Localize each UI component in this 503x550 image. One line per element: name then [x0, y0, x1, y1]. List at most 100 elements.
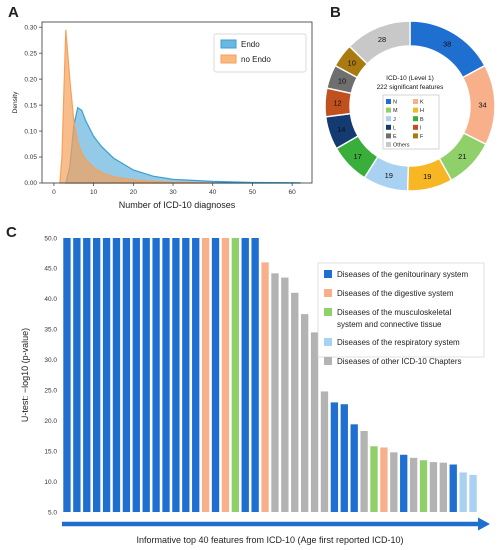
donut-subtitle: 222 significant features	[377, 84, 445, 91]
x-tick-label: 0	[52, 189, 56, 196]
bar	[469, 474, 477, 512]
legend-label: no Endo	[241, 55, 271, 64]
donut-legend-swatch	[386, 116, 391, 122]
y-tick-label: 15.0	[44, 448, 57, 455]
donut-legend-label: F	[420, 134, 424, 140]
bar	[330, 402, 339, 512]
y-tick-label: 5.0	[48, 509, 57, 516]
bar	[429, 462, 438, 512]
bar	[172, 238, 180, 512]
donut-legend-swatch	[386, 107, 391, 113]
y-tick-label: 0.00	[24, 180, 37, 187]
legend-label-c: Diseases of the musculoskeletal	[337, 308, 452, 317]
bar	[261, 262, 269, 512]
bar	[301, 314, 309, 512]
legend-swatch-c	[324, 289, 332, 297]
bar	[83, 238, 91, 512]
legend-swatch-c	[324, 338, 332, 346]
bar	[182, 238, 190, 512]
bar	[449, 464, 457, 512]
y-tick-label: 0.20	[24, 76, 37, 83]
donut-legend-label: I	[420, 125, 422, 131]
bar	[132, 238, 140, 512]
donut-legend-label: Others	[393, 143, 410, 149]
x-tick-label: 50	[249, 189, 257, 196]
bar	[112, 238, 121, 512]
donut-value-label: 19	[385, 171, 393, 180]
y-tick-label: 30.0	[44, 357, 57, 364]
legend-label-c: Diseases of the digestive system	[337, 289, 454, 298]
bar	[419, 460, 428, 512]
bar	[439, 462, 447, 512]
legend-swatch	[220, 39, 237, 49]
legend-label-c: system and connective tissue	[337, 320, 442, 329]
density-area-endo	[65, 106, 301, 184]
donut-value-label: 14	[337, 125, 345, 134]
bar	[162, 238, 170, 512]
donut-value-label: 17	[353, 152, 361, 161]
donut-legend-swatch	[386, 99, 391, 104]
donut-slice-j	[363, 155, 410, 192]
bar	[241, 238, 249, 512]
y-axis-label-c: U-test: −log10 (p-value)	[20, 328, 30, 422]
donut-legend-swatch	[413, 99, 418, 104]
legend-label: Endo	[241, 40, 260, 49]
bar	[400, 454, 408, 512]
bar	[350, 424, 358, 512]
donut-legend-swatch	[386, 142, 391, 147]
bar	[370, 446, 378, 512]
legend-swatch-c	[324, 357, 332, 365]
legend-swatch-c	[324, 308, 332, 316]
y-tick-label: 0.25	[24, 50, 37, 57]
bar	[93, 238, 101, 512]
bar	[63, 238, 71, 512]
trend-arrow-head	[478, 517, 490, 531]
bar	[192, 238, 200, 512]
bar	[221, 238, 230, 512]
bar	[380, 447, 388, 512]
y-tick-label: 10.0	[44, 479, 57, 486]
donut-legend-swatch	[413, 133, 418, 139]
bar	[310, 332, 319, 512]
panel-a-letter: A	[8, 4, 19, 21]
donut-slice-h	[406, 157, 453, 192]
donut-legend-swatch	[386, 133, 391, 139]
y-tick-label: 35.0	[44, 327, 57, 334]
donut-value-label: 38	[443, 39, 451, 48]
donut-slice-m	[438, 132, 487, 182]
donut-legend-swatch	[386, 124, 391, 130]
bar	[459, 472, 467, 512]
donut-value-label: 10	[338, 77, 346, 86]
donut-value-label: 12	[333, 99, 341, 108]
x-axis-label: Number of ICD-10 diagnoses	[119, 200, 236, 210]
donut-legend-swatch	[413, 116, 418, 122]
bar	[211, 238, 220, 512]
legend-swatch-c	[324, 270, 332, 278]
y-tick-label: 0.05	[24, 154, 37, 161]
legend-label-c: Diseases of the genitourinary system	[337, 270, 469, 279]
bar	[340, 404, 348, 512]
bar	[142, 238, 150, 512]
x-tick-label: 10	[90, 189, 98, 196]
y-axis-label: Density	[12, 91, 19, 113]
donut-value-label: 10	[348, 59, 356, 68]
donut-slice-n	[409, 20, 486, 79]
donut-legend-label: E	[393, 134, 397, 140]
y-tick-label: 50.0	[44, 235, 57, 242]
x-axis-label-c: Informative top 40 features from ICD-10 …	[136, 535, 403, 545]
donut-title: ICD-10 (Level 1)	[386, 75, 434, 82]
y-tick-label: 40.0	[44, 296, 57, 303]
bar	[409, 457, 418, 512]
y-tick-label: 20.0	[44, 418, 57, 425]
x-tick-label: 20	[130, 189, 138, 196]
donut-legend-label: J	[393, 117, 396, 123]
bar	[320, 391, 329, 512]
x-tick-label: 60	[289, 189, 297, 196]
donut-slice-e	[326, 64, 359, 95]
bar	[201, 238, 210, 512]
donut-value-label: 19	[423, 172, 431, 181]
donut-legend-swatch	[413, 124, 418, 130]
bar	[360, 431, 368, 512]
y-tick-label: 25.0	[44, 388, 57, 395]
